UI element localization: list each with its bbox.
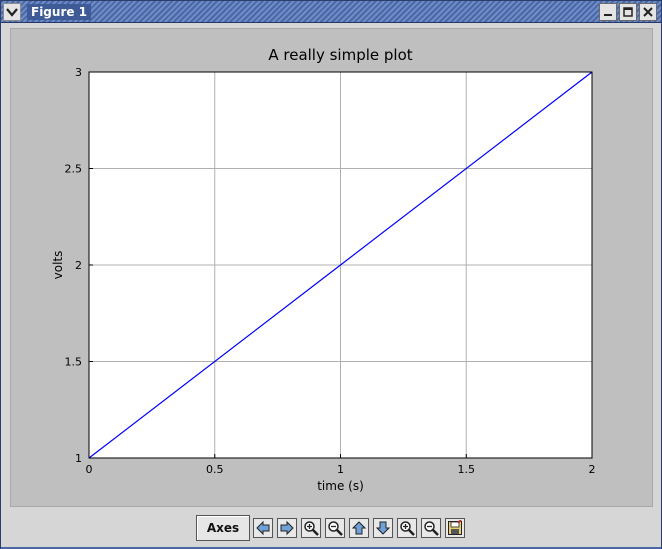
window-menu-button[interactable] bbox=[3, 3, 21, 21]
minimize-icon bbox=[604, 14, 612, 16]
arrow-up-icon bbox=[351, 521, 367, 535]
save-icon bbox=[448, 520, 462, 535]
x-axis-label: time (s) bbox=[317, 479, 364, 493]
zoom-in-x-button[interactable] bbox=[301, 518, 321, 538]
x-tick-label: 2 bbox=[589, 463, 596, 476]
y-tick-label: 3 bbox=[75, 66, 82, 79]
close-icon bbox=[643, 7, 653, 17]
x-tick-label: 0.5 bbox=[206, 463, 224, 476]
pan-down-button[interactable] bbox=[373, 518, 393, 538]
minimize-button[interactable] bbox=[599, 3, 617, 21]
save-button[interactable] bbox=[445, 518, 465, 538]
x-tick-label: 1 bbox=[337, 463, 344, 476]
y-tick-label: 1.5 bbox=[65, 356, 83, 369]
x-tick-label: 1.5 bbox=[458, 463, 476, 476]
axes-button-label: Axes bbox=[206, 521, 240, 535]
chevron-down-icon bbox=[6, 8, 18, 17]
arrow-down-icon bbox=[375, 521, 391, 535]
pan-up-button[interactable] bbox=[349, 518, 369, 538]
zoom-in-icon bbox=[304, 521, 319, 536]
pan-left-button[interactable] bbox=[253, 518, 273, 538]
y-tick-label: 2 bbox=[75, 259, 82, 272]
x-tick-label: 0 bbox=[86, 463, 93, 476]
window-title: Figure 1 bbox=[27, 4, 92, 20]
axes-menu-button[interactable]: Axes bbox=[196, 515, 250, 541]
pan-right-button[interactable] bbox=[277, 518, 297, 538]
navigation-toolbar: Axes bbox=[1, 509, 661, 547]
y-axis-label: volts bbox=[51, 251, 65, 280]
zoom-out-icon bbox=[424, 521, 439, 536]
zoom-in-icon bbox=[400, 521, 415, 536]
zoom-out-icon bbox=[328, 521, 343, 536]
plot-area: 0 0.5 1 1.5 211.522.53 A really simple plot … bbox=[51, 46, 596, 493]
window-bottom-edge bbox=[1, 547, 661, 549]
maximize-icon bbox=[623, 7, 633, 17]
y-tick-label: 2.5 bbox=[65, 163, 83, 176]
arrow-right-icon bbox=[280, 520, 294, 536]
title-bar[interactable]: Figure 1 bbox=[1, 1, 661, 23]
zoom-in-y-button[interactable] bbox=[397, 518, 417, 538]
figure-canvas: 0 0.5 1 1.5 2 1 1.5 2 2.5 3 A really simple plot … bbox=[10, 28, 653, 507]
zoom-out-y-button[interactable] bbox=[421, 518, 441, 538]
close-button[interactable] bbox=[639, 3, 657, 21]
arrow-left-icon bbox=[256, 520, 270, 536]
series-line bbox=[88, 71, 593, 459]
maximize-button[interactable] bbox=[619, 3, 637, 21]
y-tick-label: 1 bbox=[75, 452, 82, 465]
zoom-out-x-button[interactable] bbox=[325, 518, 345, 538]
chart-title: A really simple plot bbox=[268, 46, 412, 64]
